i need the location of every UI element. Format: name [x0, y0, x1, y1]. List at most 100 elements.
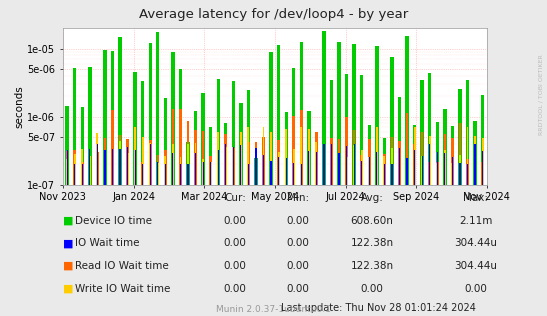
Bar: [202, 162, 203, 185]
Bar: [171, 52, 174, 185]
Bar: [209, 127, 212, 185]
Bar: [375, 46, 379, 185]
Bar: [435, 122, 439, 185]
Bar: [157, 163, 159, 185]
Bar: [293, 116, 295, 185]
Bar: [112, 163, 113, 185]
Bar: [346, 157, 347, 185]
Bar: [458, 123, 461, 185]
Bar: [383, 138, 386, 185]
Bar: [156, 32, 160, 185]
Bar: [210, 162, 211, 185]
Bar: [157, 162, 159, 185]
Bar: [119, 141, 121, 185]
Bar: [337, 42, 341, 185]
Bar: [451, 125, 454, 185]
Bar: [224, 134, 227, 185]
Bar: [82, 164, 83, 185]
Bar: [126, 139, 129, 185]
Bar: [165, 164, 166, 185]
Bar: [352, 44, 356, 185]
Text: Cur:: Cur:: [224, 193, 246, 203]
Text: Read IO Wait time: Read IO Wait time: [75, 261, 168, 271]
Bar: [284, 112, 288, 185]
Bar: [232, 148, 235, 185]
Bar: [172, 144, 174, 185]
Bar: [254, 158, 258, 185]
Bar: [482, 151, 483, 185]
Bar: [263, 127, 264, 185]
Text: Min:: Min:: [287, 193, 309, 203]
Bar: [330, 138, 333, 185]
Bar: [277, 140, 280, 185]
Bar: [269, 52, 273, 185]
Text: Device IO time: Device IO time: [75, 216, 152, 226]
Bar: [360, 155, 363, 185]
Text: ■: ■: [63, 284, 73, 294]
Bar: [428, 73, 432, 185]
Text: 0.00: 0.00: [287, 216, 310, 226]
Bar: [368, 139, 370, 185]
Bar: [277, 45, 281, 185]
Bar: [89, 149, 90, 185]
Bar: [360, 75, 363, 185]
Bar: [422, 155, 423, 185]
Bar: [421, 132, 423, 185]
Bar: [361, 161, 362, 185]
Bar: [330, 80, 333, 185]
Bar: [232, 147, 234, 185]
Bar: [240, 145, 241, 185]
Bar: [232, 147, 234, 185]
Bar: [452, 157, 453, 185]
Bar: [459, 155, 461, 185]
Bar: [278, 152, 280, 185]
Bar: [179, 109, 182, 185]
Bar: [202, 131, 205, 185]
Bar: [248, 164, 249, 185]
Text: ■: ■: [63, 261, 73, 271]
Bar: [96, 152, 98, 185]
Bar: [405, 36, 409, 185]
Bar: [292, 68, 295, 185]
Bar: [398, 97, 401, 185]
Bar: [428, 161, 431, 185]
Bar: [376, 152, 377, 185]
Bar: [300, 42, 303, 185]
Bar: [231, 81, 235, 185]
Bar: [391, 137, 393, 185]
Bar: [187, 121, 189, 185]
Bar: [353, 144, 355, 185]
Bar: [436, 161, 439, 185]
Text: 0.00: 0.00: [287, 261, 310, 271]
Text: 0.00: 0.00: [224, 216, 247, 226]
Bar: [368, 157, 370, 185]
Bar: [142, 161, 144, 185]
Text: Avg:: Avg:: [360, 193, 383, 203]
Bar: [118, 37, 122, 185]
Bar: [443, 109, 446, 185]
Bar: [481, 161, 484, 185]
Bar: [111, 110, 114, 185]
Bar: [210, 162, 212, 185]
Bar: [286, 129, 287, 185]
Text: Average latency for /dev/loop4 - by year: Average latency for /dev/loop4 - by year: [139, 8, 408, 21]
Bar: [202, 159, 204, 185]
Bar: [309, 151, 310, 185]
Bar: [126, 148, 129, 185]
Bar: [142, 164, 143, 185]
Bar: [180, 164, 181, 185]
Bar: [300, 127, 302, 185]
Text: 304.44u: 304.44u: [455, 238, 497, 248]
Bar: [255, 148, 257, 185]
Bar: [195, 154, 196, 185]
Bar: [73, 149, 76, 185]
Bar: [135, 150, 136, 185]
Bar: [399, 148, 400, 185]
Bar: [224, 123, 228, 185]
Bar: [444, 150, 446, 185]
Bar: [353, 130, 356, 185]
Bar: [429, 144, 430, 185]
Bar: [391, 148, 393, 185]
Bar: [315, 132, 318, 185]
Bar: [149, 143, 151, 185]
